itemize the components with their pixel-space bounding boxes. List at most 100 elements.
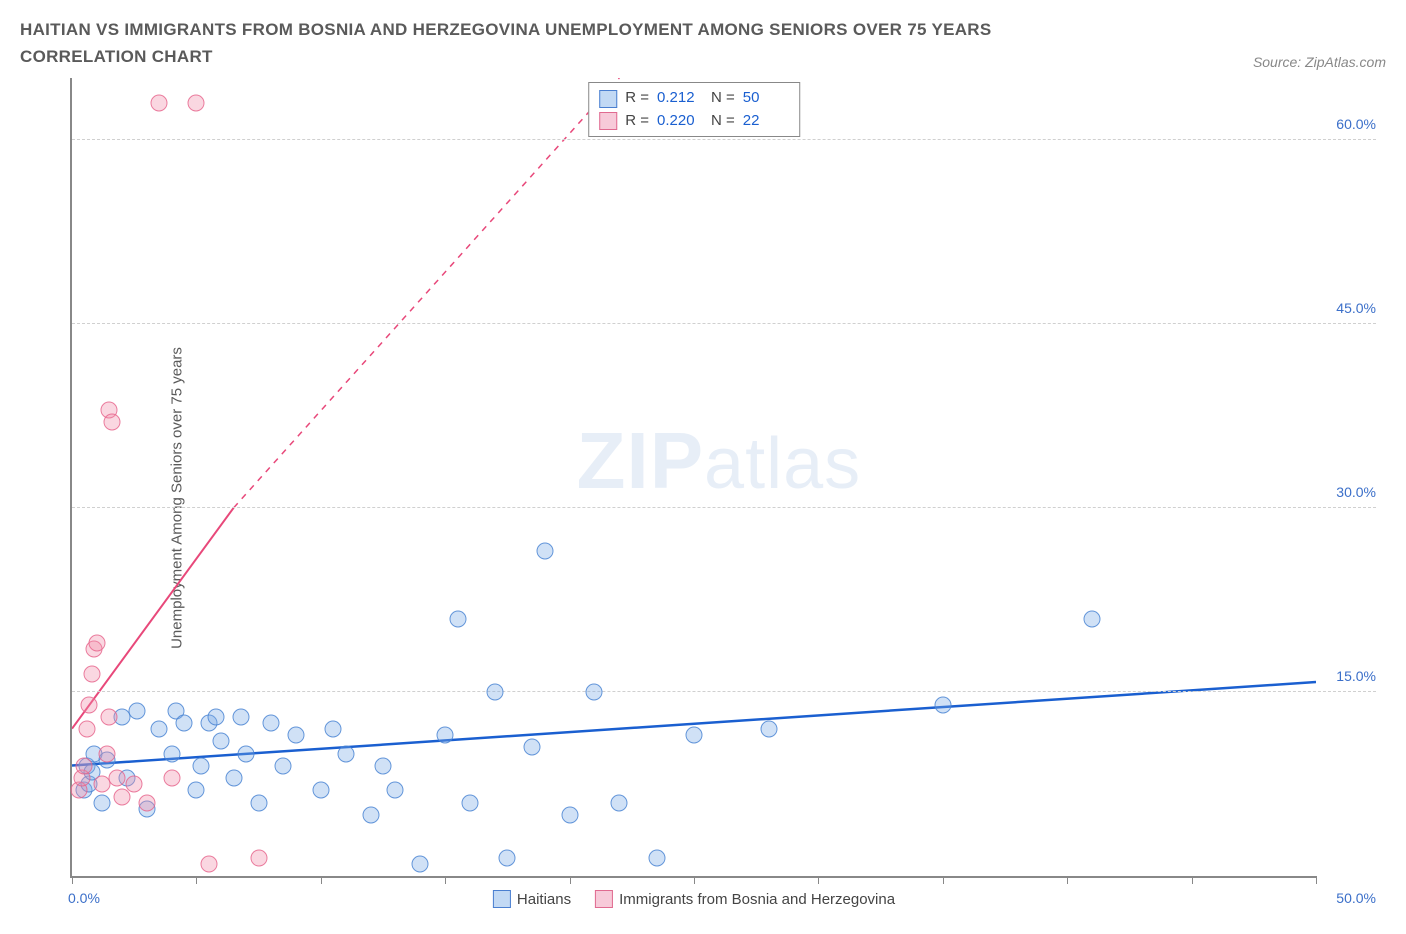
scatter-point [151,94,168,111]
n-label: N = [711,87,735,110]
scatter-point [486,684,503,701]
watermark-atlas: atlas [704,423,861,505]
scatter-point [250,849,267,866]
source-attribution: Source: ZipAtlas.com [1253,54,1386,70]
scatter-point [524,739,541,756]
y-tick-label: 30.0% [1336,484,1376,500]
scatter-point [586,684,603,701]
scatter-point [437,727,454,744]
scatter-point [312,782,329,799]
scatter-point [213,733,230,750]
scatter-point [238,745,255,762]
scatter-point [103,414,120,431]
n-value: 50 [743,87,789,110]
x-tick [694,876,695,884]
n-value: 22 [743,110,789,133]
scatter-point [375,757,392,774]
scatter-point [499,849,516,866]
n-label: N = [711,110,735,133]
scatter-point [611,794,628,811]
legend-label: Haitians [517,891,571,908]
swatch-blue-icon [599,90,617,108]
y-tick-label: 15.0% [1336,668,1376,684]
legend-item-haitians: Haitians [493,890,571,908]
scatter-point [1084,610,1101,627]
scatter-point [561,807,578,824]
scatter-point [188,782,205,799]
scatter-point [128,702,145,719]
scatter-point [263,714,280,731]
gridline [72,323,1376,324]
x-tick [1316,876,1317,884]
scatter-point [287,727,304,744]
scatter-point [188,94,205,111]
scatter-point [225,770,242,787]
r-value: 0.212 [657,87,703,110]
watermark-zip: ZIP [577,415,704,507]
stats-row-bosnia: R = 0.220 N = 22 [599,110,789,133]
x-axis-min-label: 0.0% [68,890,100,906]
x-tick [1067,876,1068,884]
swatch-pink-icon [595,890,613,908]
scatter-point [648,849,665,866]
x-tick [943,876,944,884]
x-tick [445,876,446,884]
swatch-blue-icon [493,890,511,908]
scatter-point [200,856,217,873]
scatter-point [126,776,143,793]
scatter-point [449,610,466,627]
stats-row-haitians: R = 0.212 N = 50 [599,87,789,110]
header: HAITIAN VS IMMIGRANTS FROM BOSNIA AND HE… [20,16,1386,70]
scatter-point [934,696,951,713]
scatter-point [151,721,168,738]
series-legend: Haitians Immigrants from Bosnia and Herz… [493,890,895,908]
scatter-point [208,708,225,725]
scatter-point [233,708,250,725]
scatter-point [138,794,155,811]
swatch-pink-icon [599,112,617,130]
scatter-point [337,745,354,762]
stats-legend: R = 0.212 N = 50 R = 0.220 N = 22 [588,82,800,137]
scatter-point [462,794,479,811]
r-label: R = [625,110,649,133]
correlation-chart: Unemployment Among Seniors over 75 years… [20,78,1386,918]
r-label: R = [625,87,649,110]
watermark: ZIPatlas [577,415,862,507]
scatter-point [163,745,180,762]
legend-label: Immigrants from Bosnia and Herzegovina [619,891,895,908]
gridline [72,691,1376,692]
x-tick [72,876,73,884]
plot-area: ZIPatlas R = 0.212 N = 50 R = 0.220 N = … [70,78,1316,878]
scatter-point [536,543,553,560]
x-tick [321,876,322,884]
r-value: 0.220 [657,110,703,133]
scatter-point [101,708,118,725]
x-tick [818,876,819,884]
scatter-point [412,856,429,873]
scatter-point [325,721,342,738]
scatter-point [93,794,110,811]
scatter-point [163,770,180,787]
trend-lines [72,78,1316,876]
scatter-point [76,757,93,774]
y-tick-label: 60.0% [1336,116,1376,132]
chart-title: HAITIAN VS IMMIGRANTS FROM BOSNIA AND HE… [20,16,1120,70]
scatter-point [81,696,98,713]
legend-item-bosnia: Immigrants from Bosnia and Herzegovina [595,890,895,908]
scatter-point [108,770,125,787]
x-tick [1192,876,1193,884]
scatter-point [88,635,105,652]
x-tick [570,876,571,884]
scatter-point [686,727,703,744]
gridline [72,507,1376,508]
scatter-point [387,782,404,799]
x-axis-max-label: 50.0% [1336,890,1376,906]
scatter-point [83,665,100,682]
x-tick [196,876,197,884]
scatter-point [275,757,292,774]
scatter-point [175,714,192,731]
gridline [72,139,1376,140]
scatter-point [250,794,267,811]
scatter-point [193,757,210,774]
scatter-point [78,721,95,738]
